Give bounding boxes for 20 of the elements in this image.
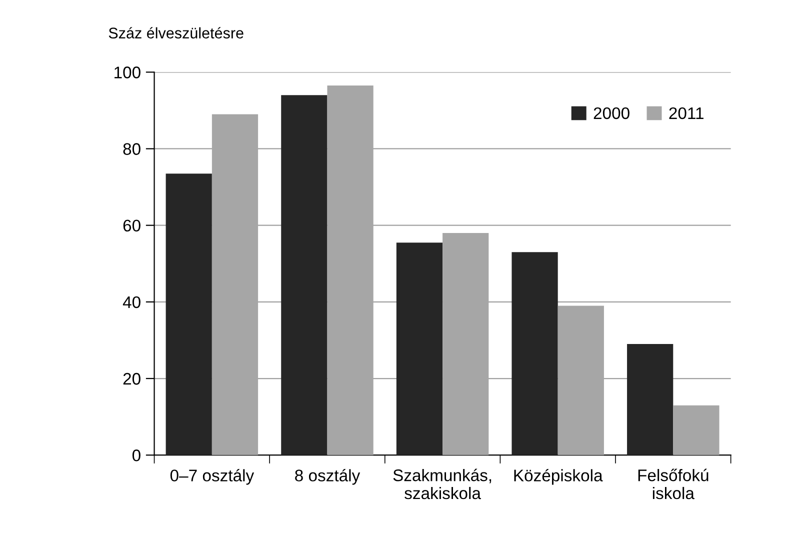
bar: [673, 405, 720, 456]
bar: [166, 174, 212, 456]
x-tick-label: 0–7 osztály: [170, 468, 254, 485]
y-tick-label: 0: [132, 450, 140, 462]
x-tick-label: Felsőfokú iskola: [638, 468, 708, 500]
y-tick-label: 60: [123, 220, 140, 232]
y-tick-label: 100: [114, 66, 140, 78]
y-tick-label: 20: [123, 372, 140, 385]
bar: [627, 344, 674, 456]
y-axis-title: Száz élveszületésre: [108, 27, 244, 38]
bar: [396, 242, 443, 456]
x-tick-label: Szakmunkás, szakiskola: [393, 468, 492, 500]
legend-label: 2011: [669, 107, 704, 120]
y-tick-label: 80: [123, 143, 140, 155]
x-tick-label: Középiskola: [514, 468, 603, 485]
bar: [512, 252, 558, 456]
x-tick-label: 8 osztály: [295, 468, 360, 485]
legend-label: 2000: [594, 107, 630, 120]
y-tick-label: 40: [122, 296, 140, 308]
bar: [281, 95, 328, 456]
